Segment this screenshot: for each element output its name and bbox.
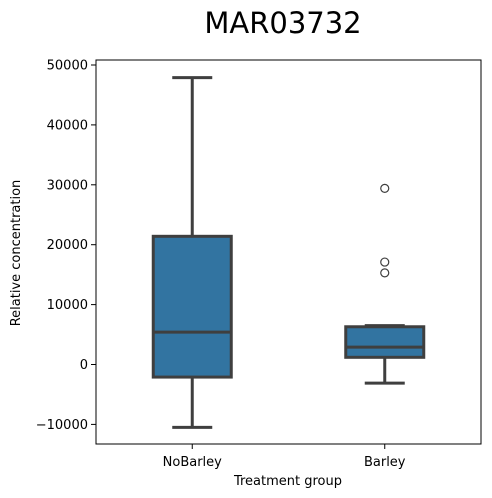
- y-tick-label: 50000: [47, 59, 88, 74]
- y-tick-label: 40000: [47, 118, 88, 133]
- box-nobarley: [151, 76, 233, 429]
- outlier-point: [380, 268, 390, 278]
- y-axis-ticks: −10000 0 10000 20000 30000 40000 50000: [36, 59, 96, 433]
- plot-frame: [95, 59, 482, 445]
- box-barley: [344, 183, 426, 385]
- y-tick-label: 20000: [47, 238, 88, 253]
- y-tick-label: 0: [80, 358, 88, 373]
- x-axis-ticks: NoBarley Barley: [163, 444, 406, 470]
- chart-title: MAR03732: [204, 6, 361, 40]
- y-tick-label: −10000: [36, 418, 88, 433]
- outlier-point: [380, 257, 390, 267]
- x-tick-label: NoBarley: [163, 455, 223, 470]
- box-series: [151, 76, 426, 429]
- iqr-box: [344, 325, 426, 359]
- x-axis-label: Treatment group: [233, 474, 342, 489]
- y-axis-label: Relative concentration: [9, 180, 24, 327]
- x-tick-label: Barley: [364, 455, 406, 470]
- y-tick-label: 30000: [47, 178, 88, 193]
- y-tick-label: 10000: [47, 298, 88, 313]
- outlier-point: [380, 183, 390, 193]
- iqr-box: [151, 234, 233, 379]
